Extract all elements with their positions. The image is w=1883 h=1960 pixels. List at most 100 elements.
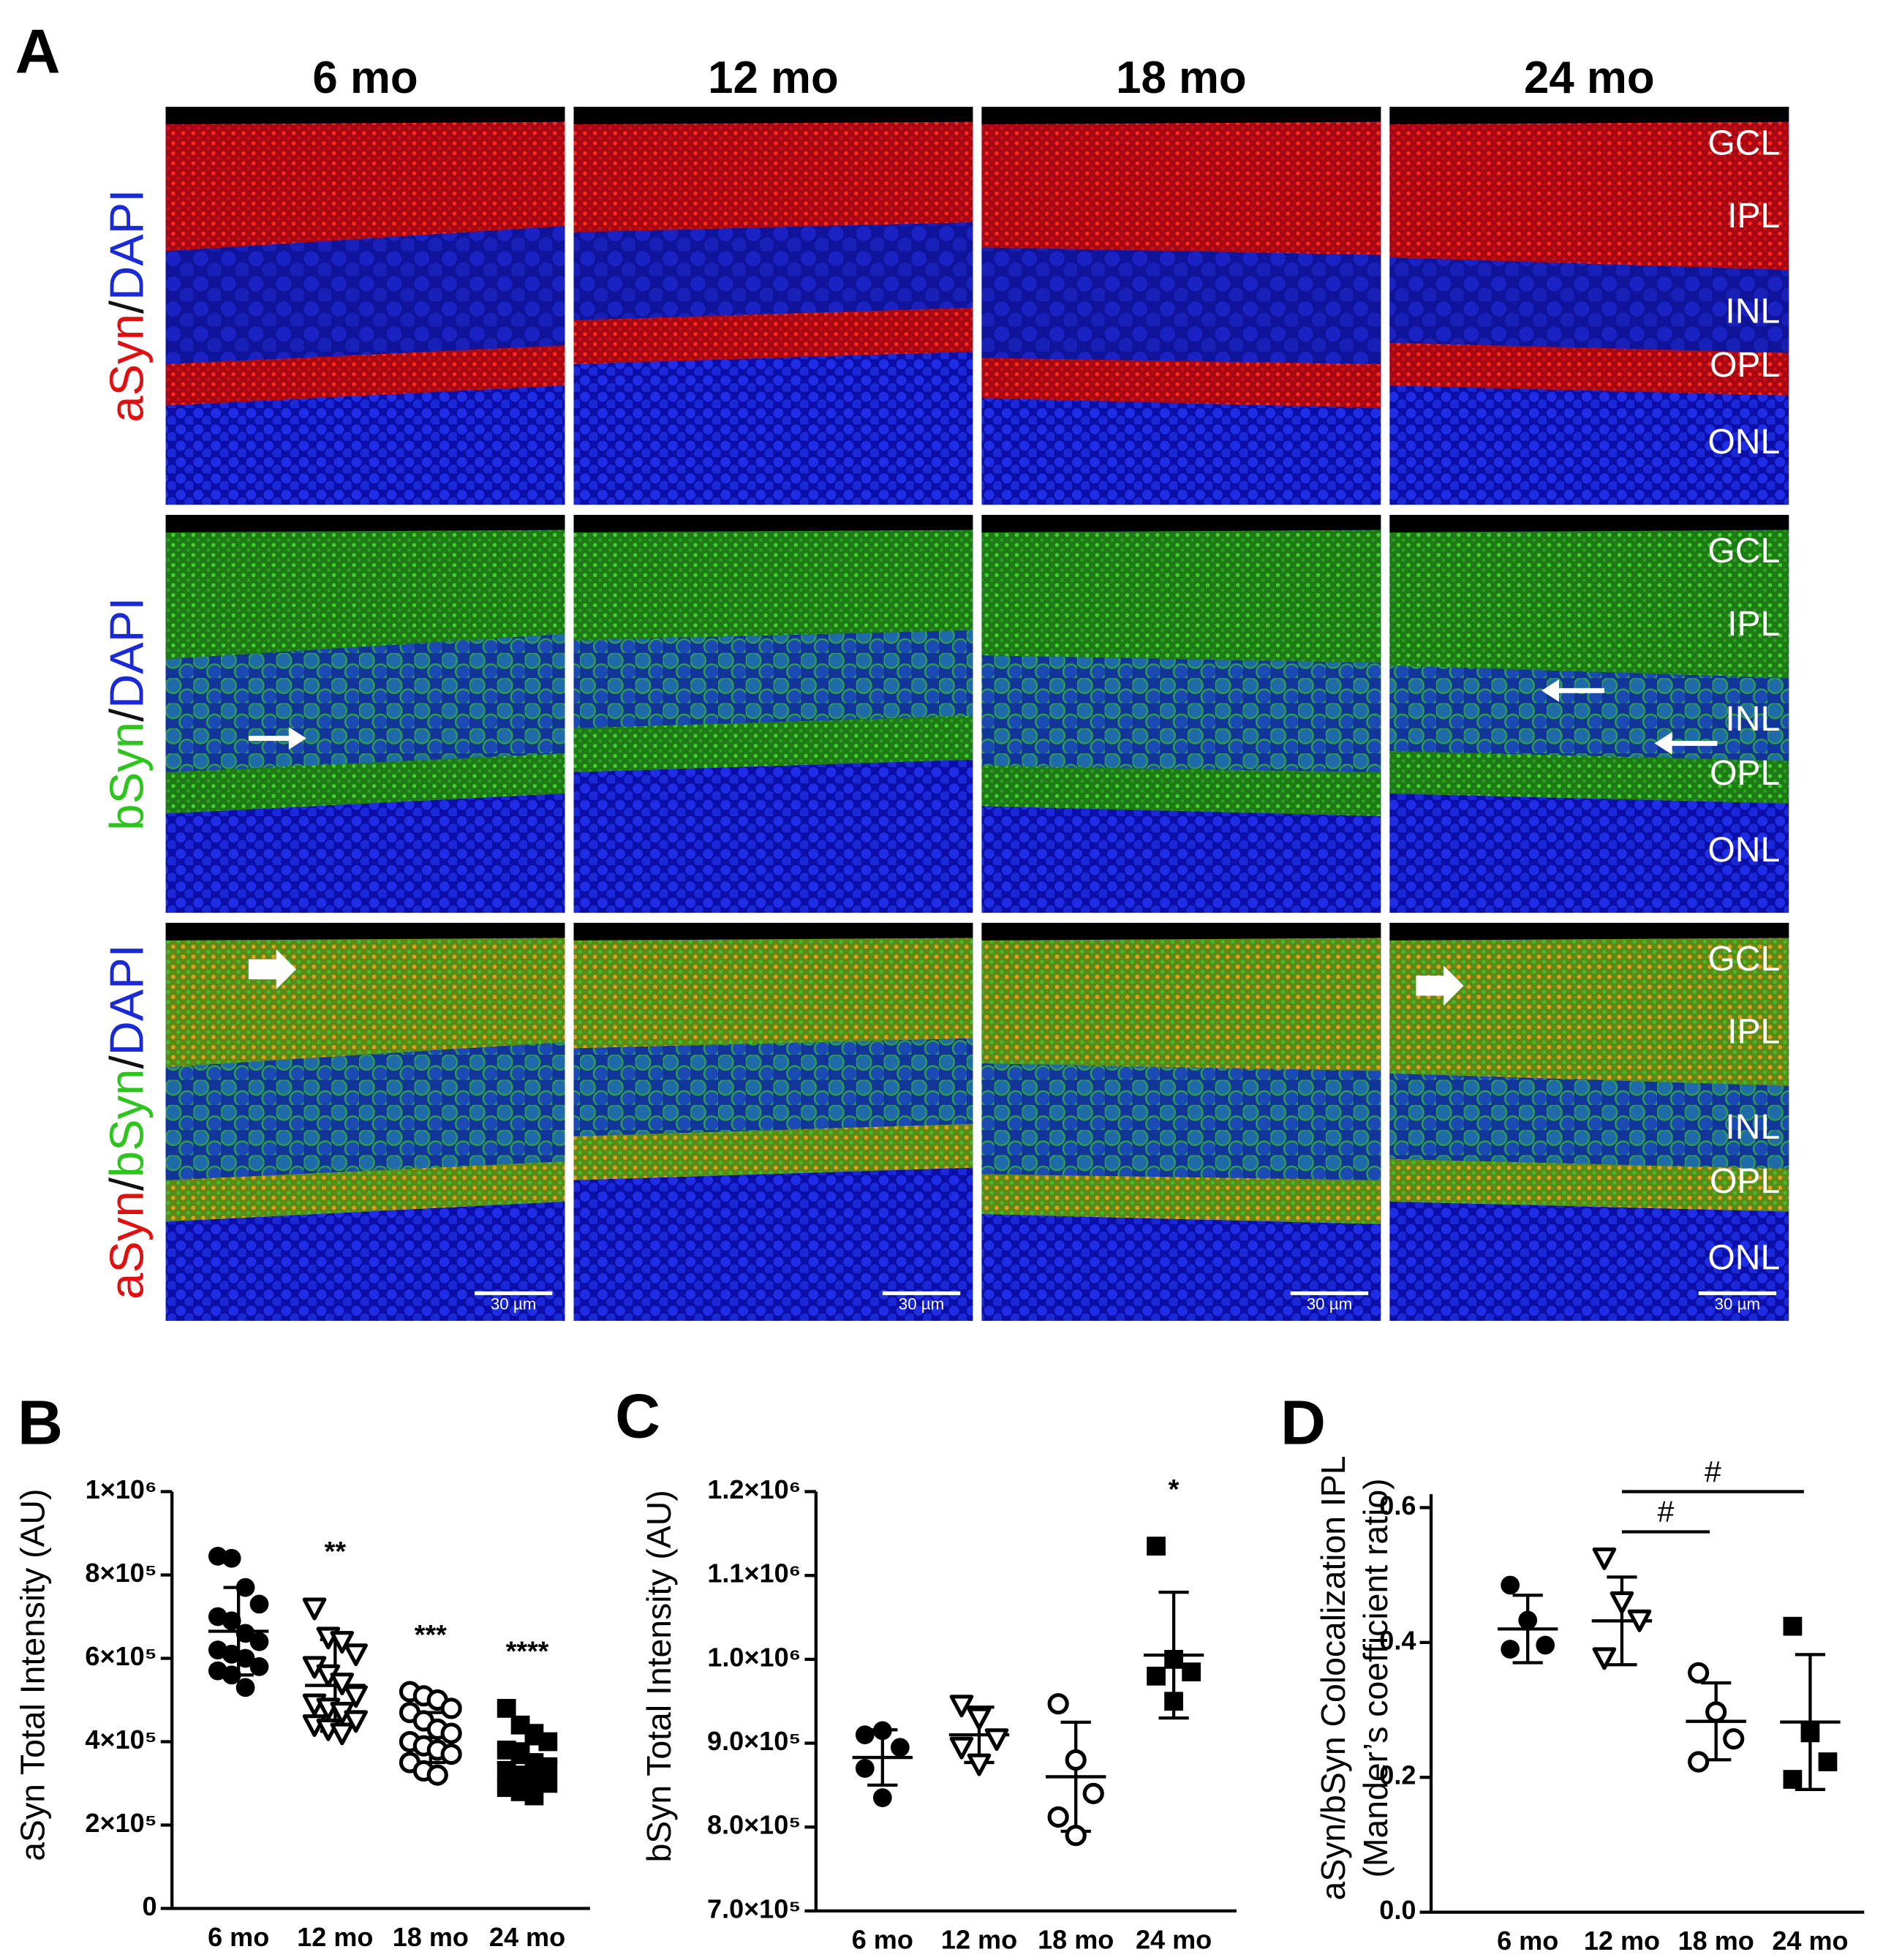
x-tick-label: 24 mo bbox=[489, 1922, 565, 1952]
data-point bbox=[235, 1648, 255, 1668]
data-point bbox=[222, 1548, 241, 1568]
data-point bbox=[1627, 1609, 1652, 1632]
tissue-layer bbox=[1389, 257, 1789, 353]
data-point bbox=[1164, 1692, 1183, 1711]
tissue-layer bbox=[981, 938, 1381, 1071]
data-point bbox=[1082, 1782, 1104, 1804]
data-point bbox=[1518, 1610, 1538, 1630]
x-tick-label: 18 mo bbox=[393, 1922, 469, 1952]
x-tick-label: 24 mo bbox=[1136, 1924, 1212, 1954]
data-point bbox=[1723, 1728, 1745, 1750]
tissue-layer bbox=[1389, 750, 1789, 804]
data-point bbox=[1065, 1825, 1087, 1847]
tissue-layer bbox=[981, 107, 1381, 125]
row-label-part: DAPI bbox=[100, 944, 154, 1055]
row-label-part: DAPI bbox=[100, 189, 154, 301]
tissue-layer bbox=[573, 107, 973, 125]
data-point bbox=[538, 1732, 558, 1752]
layer-label: GCL bbox=[1707, 531, 1780, 570]
layer-label: INL bbox=[1725, 699, 1780, 739]
tissue-layer bbox=[165, 121, 565, 252]
tissue-layer bbox=[1389, 342, 1789, 396]
data-point bbox=[1164, 1650, 1183, 1669]
layer-label: IPL bbox=[1727, 1012, 1780, 1052]
tissue-layer bbox=[981, 514, 1381, 533]
column-header: 12 mo bbox=[708, 53, 839, 103]
data-point bbox=[949, 1736, 974, 1760]
tissue-layer bbox=[1389, 107, 1789, 125]
data-point bbox=[1147, 1537, 1166, 1556]
data-point bbox=[855, 1725, 875, 1744]
data-point bbox=[984, 1728, 1009, 1752]
layer-label: INL bbox=[1725, 291, 1780, 331]
layer-label: ONL bbox=[1707, 1238, 1780, 1278]
y-axis-label: bSyn Total Intensity (AU) bbox=[640, 1490, 678, 1862]
layer-label: ONL bbox=[1707, 422, 1780, 461]
tissue-layer bbox=[573, 715, 973, 772]
layer-label: ONL bbox=[1707, 830, 1780, 870]
tissue-layer bbox=[573, 307, 973, 364]
y-tick-label: 0.2 bbox=[1379, 1760, 1416, 1790]
y-tick-label: 1.0×10⁶ bbox=[707, 1642, 801, 1672]
arrows bbox=[248, 679, 1718, 1006]
tissue-layer bbox=[981, 358, 1381, 409]
data-point bbox=[344, 1643, 368, 1667]
y-tick-label: 0 bbox=[143, 1891, 157, 1921]
tissue-layer bbox=[981, 1063, 1381, 1180]
tissue-layer bbox=[1389, 938, 1789, 1087]
x-tick-label: 18 mo bbox=[1038, 1924, 1114, 1954]
data-point bbox=[1147, 1666, 1166, 1686]
row-label-part: aSyn bbox=[100, 314, 154, 423]
tissue-layer bbox=[165, 345, 565, 406]
significance-label: *** bbox=[415, 1620, 447, 1651]
panel-label: C bbox=[615, 1382, 660, 1452]
data-point bbox=[1688, 1751, 1710, 1773]
arrow bbox=[248, 949, 297, 990]
row-label-part: / bbox=[100, 1055, 154, 1068]
layer-label: INL bbox=[1725, 1107, 1780, 1147]
data-point bbox=[330, 1722, 355, 1746]
x-tick-label: 6 mo bbox=[208, 1922, 269, 1952]
y-tick-label: 6×10⁵ bbox=[85, 1641, 156, 1671]
data-point bbox=[1501, 1575, 1520, 1595]
micrograph-tile: 30 µm bbox=[981, 922, 1381, 1322]
arrow bbox=[248, 727, 306, 750]
x-tick-label: 12 mo bbox=[941, 1924, 1017, 1954]
y-tick-label: 1.2×10⁶ bbox=[707, 1474, 801, 1504]
row-label-part: bSyn bbox=[100, 1068, 154, 1177]
data-point bbox=[302, 1597, 327, 1621]
arrow bbox=[1416, 965, 1464, 1006]
row-label: aSyn/DAPI bbox=[100, 189, 154, 423]
y-tick-label: 1×10⁶ bbox=[86, 1474, 157, 1504]
micrograph-tile bbox=[573, 514, 973, 913]
tissue-layer bbox=[165, 1041, 565, 1180]
tissue-layer bbox=[573, 514, 973, 533]
scale-bar-label: 30 µm bbox=[491, 1295, 536, 1313]
micrograph-tile bbox=[165, 514, 565, 913]
layer-label: IPL bbox=[1727, 196, 1780, 235]
significance-label: * bbox=[1169, 1474, 1180, 1505]
data-point bbox=[524, 1786, 544, 1806]
tissue-layer bbox=[1389, 514, 1789, 533]
tissue-layer bbox=[573, 222, 973, 320]
micrograph-tile: 30 µm bbox=[573, 922, 973, 1322]
tissue-layer bbox=[1389, 121, 1789, 271]
row-label-part: DAPI bbox=[100, 598, 154, 709]
data-point bbox=[235, 1624, 255, 1643]
data-point bbox=[330, 1631, 355, 1654]
data-point bbox=[426, 1764, 448, 1786]
significance-label: **** bbox=[506, 1637, 549, 1667]
data-point bbox=[235, 1678, 255, 1697]
y-tick-label: 0.4 bbox=[1379, 1625, 1416, 1655]
data-point bbox=[949, 1695, 974, 1718]
row-label: aSyn/bSyn/DAPI bbox=[100, 944, 154, 1300]
tissue-layer bbox=[573, 938, 973, 1049]
tissue-layer bbox=[165, 922, 565, 941]
tissue-layer bbox=[981, 529, 1381, 663]
data-point bbox=[1818, 1752, 1838, 1771]
tissue-layer bbox=[981, 1174, 1381, 1224]
data-point bbox=[967, 1707, 992, 1730]
data-point bbox=[855, 1759, 875, 1778]
data-point bbox=[890, 1738, 910, 1757]
